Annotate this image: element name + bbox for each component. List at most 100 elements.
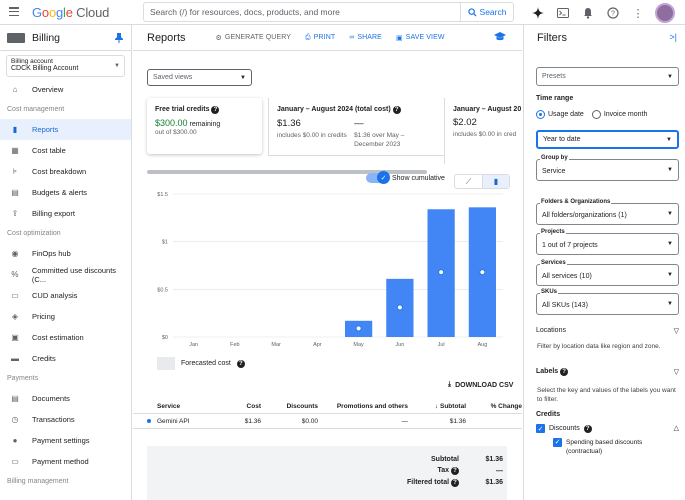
search-button[interactable]: Search (460, 3, 513, 21)
section-cost-optimization: Cost optimization (7, 230, 61, 237)
pin-icon[interactable] (115, 33, 123, 45)
x-tick-label: Jun (395, 342, 404, 348)
menu-icon[interactable] (9, 7, 19, 16)
download-csv-button[interactable]: ⤓ DOWNLOAD CSV (448, 381, 514, 389)
sidebar-item-overview[interactable]: ⌂ Overview (0, 79, 131, 100)
spending-discounts-checkbox[interactable]: ✓ (553, 438, 562, 447)
sidebar-item-payment-settings[interactable]: ● Payment settings (0, 430, 131, 451)
save-icon: ▣ (395, 34, 403, 42)
help-icon[interactable]: ? (392, 106, 401, 114)
cost-table: Service Cost Discounts Promotions and ot… (133, 399, 522, 429)
sidebar-item-cost-table[interactable]: ▦ Cost table (0, 140, 131, 161)
collapse-icon: △ (673, 425, 679, 432)
col-subtotal[interactable]: ↓ Subtotal (434, 402, 466, 410)
dropdown-arrow-icon: ▼ (667, 272, 673, 278)
user-avatar[interactable] (655, 3, 675, 23)
calculator-icon: ▣ (11, 333, 19, 342)
sidebar-item-billing-export[interactable]: ⇪ Billing export (0, 203, 131, 224)
table-row[interactable]: Gemini API $1.36 $0.00 — $1.36 (133, 414, 522, 429)
bar-chart-icon[interactable]: ▮ (482, 175, 509, 188)
help-icon[interactable]: ? (605, 5, 621, 21)
help-icon[interactable]: ? (451, 467, 459, 476)
dropdown-arrow-icon: ▼ (114, 63, 120, 69)
sidebar-item-documents[interactable]: ▤ Documents (0, 388, 131, 409)
billing-account-label: Billing account (11, 58, 53, 65)
folders-select[interactable]: Folders & Organizations All folders/orga… (536, 199, 679, 225)
time-range-select[interactable]: Year to date ▼ (536, 130, 679, 149)
x-tick-label: Mar (271, 342, 281, 348)
sidebar-item-committed-use[interactable]: % Committed use discounts (C... (0, 264, 131, 285)
help-icon[interactable]: ? (451, 478, 459, 487)
forecast-legend-label: Forecasted cost (181, 360, 231, 367)
reports-header: Reports ⚙ GENERATE QUERY ⎙ PRINT ∞ SHARE ▣ S… (133, 25, 522, 51)
locations-expander[interactable]: Locations ▽ (536, 327, 679, 335)
dropdown-arrow-icon: ▼ (667, 167, 673, 173)
spending-discounts-row[interactable]: ✓ Spending based discounts (contractual) (553, 438, 643, 455)
show-cumulative-toggle[interactable]: ✓ Show cumulative (366, 171, 445, 184)
check-icon: ✓ (377, 171, 390, 184)
cloud-shell-icon[interactable] (555, 5, 571, 21)
sidebar-item-reports[interactable]: ▮ Reports (0, 119, 131, 140)
col-change[interactable]: % Change (490, 402, 522, 410)
col-promotions[interactable]: Promotions and others (336, 402, 408, 410)
breakdown-icon: ⊧ (12, 167, 18, 176)
sidebar-item-budgets[interactable]: ▤ Budgets & alerts (0, 182, 131, 203)
collapse-panel-icon[interactable]: >| (669, 32, 677, 42)
print-button[interactable]: ⎙ PRINT (305, 33, 336, 42)
col-cost[interactable]: Cost (246, 402, 261, 410)
more-vert-icon[interactable]: ⋮ (632, 7, 644, 20)
skus-select[interactable]: SKUs All SKUs (143) ▼ (536, 289, 679, 315)
chart-type-toggle[interactable]: ⟋ ▮ (454, 174, 510, 189)
y-tick-label: $0.5 (157, 287, 168, 293)
help-icon[interactable]: ? (560, 368, 569, 376)
search-input[interactable]: Search (/) for resources, docs, products… (150, 7, 340, 17)
presets-select[interactable]: Presets ▼ (536, 67, 679, 86)
gemini-sparkle-icon[interactable] (530, 5, 546, 21)
col-discounts[interactable]: Discounts (286, 402, 318, 410)
labels-expander[interactable]: Labels ? ▽ (536, 368, 679, 376)
share-button[interactable]: ∞ SHARE (349, 34, 382, 41)
services-select[interactable]: Services All services (10) ▼ (536, 260, 679, 286)
sidebar-item-credits[interactable]: ▬ Credits (11, 354, 56, 363)
cell-discounts: $0.00 (301, 417, 318, 425)
invoice-month-radio[interactable]: Invoice month (591, 110, 647, 119)
series-dot (147, 418, 151, 423)
sidebar-item-cost-breakdown[interactable]: ⊧ Cost breakdown (0, 161, 131, 182)
export-icon: ⇪ (11, 209, 19, 218)
group-by-select[interactable]: Group by Service ▼ (536, 155, 679, 181)
line-chart-icon[interactable]: ⟋ (465, 176, 472, 186)
sidebar-item-transactions[interactable]: ◷ Transactions (0, 409, 131, 430)
notifications-icon[interactable] (580, 5, 596, 21)
help-icon[interactable]: ? (211, 106, 220, 114)
saved-views-select[interactable]: Saved views ▼ (147, 69, 252, 86)
sidebar-item-cost-estimation[interactable]: ▣ Cost estimation (0, 327, 131, 348)
save-view-button[interactable]: ▣ SAVE VIEW (395, 34, 445, 42)
help-icon[interactable]: ? (236, 359, 245, 368)
projects-select[interactable]: Projects 1 out of 7 projects ▼ (536, 229, 679, 255)
usage-date-radio[interactable]: Usage date (536, 110, 584, 119)
sidebar-item-cud-analysis[interactable]: ▭ CUD analysis (0, 285, 131, 306)
history-icon: ◷ (11, 415, 19, 424)
finops-icon: ◉ (11, 249, 19, 258)
discounts-row[interactable]: ✓ Discounts ? △ (536, 424, 679, 433)
google-cloud-logo[interactable]: Google Cloud (32, 5, 109, 20)
sidebar-item-payment-method[interactable]: ▭ Payment method (0, 451, 131, 472)
billing-account-select[interactable]: Billing account CDCK Billing Account ▼ (6, 55, 125, 77)
radio-empty-icon (591, 110, 601, 119)
credit-amount: $300.00 (155, 118, 188, 128)
discounts-checkbox[interactable]: ✓ (536, 424, 545, 433)
sidebar-item-finops-hub[interactable]: ◉ FinOps hub (0, 243, 131, 264)
search-bar[interactable]: Search (/) for resources, docs, products… (143, 2, 514, 22)
total-cost-card: January – August 2024 (total cost) ? $1.… (268, 98, 444, 156)
col-service[interactable]: Service (157, 402, 181, 410)
sidebar-item-pricing[interactable]: ◈ Pricing (0, 306, 131, 327)
generate-query-button[interactable]: ⚙ GENERATE QUERY (215, 34, 292, 42)
toggle-switch[interactable]: ✓ (366, 171, 390, 184)
card-icon: ▭ (11, 457, 19, 466)
filtered-total-row: Filtered total ? $1.36 (407, 478, 503, 487)
cards-scrollbar[interactable] (147, 170, 427, 174)
learn-icon[interactable] (494, 32, 506, 45)
logo-google: Google (32, 5, 73, 20)
dropdown-arrow-icon: ▼ (667, 73, 673, 80)
help-icon[interactable]: ? (583, 424, 592, 433)
